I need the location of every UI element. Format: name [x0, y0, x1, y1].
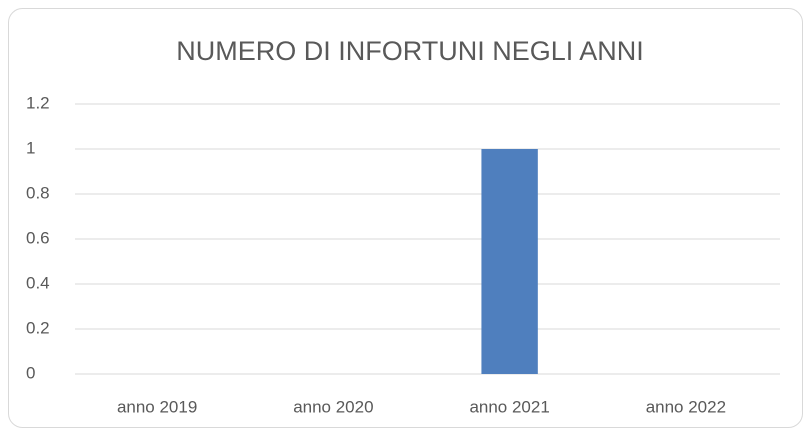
y-tick-label: 0 — [26, 363, 35, 382]
chart-border — [8, 8, 803, 428]
y-tick-label: 1 — [26, 138, 35, 157]
y-tick-label: 0.8 — [26, 183, 50, 202]
x-tick-label: anno 2021 — [469, 397, 549, 416]
x-tick-label: anno 2019 — [117, 397, 197, 416]
x-tick-label: anno 2022 — [646, 397, 726, 416]
y-tick-label: 1.2 — [26, 93, 50, 112]
bar — [481, 149, 538, 374]
y-tick-label: 0.2 — [26, 318, 50, 337]
chart-title: NUMERO DI INFORTUNI NEGLI ANNI — [176, 36, 644, 66]
y-tick-label: 0.6 — [26, 228, 50, 247]
y-tick-label: 0.4 — [26, 273, 50, 292]
x-tick-label: anno 2020 — [293, 397, 373, 416]
